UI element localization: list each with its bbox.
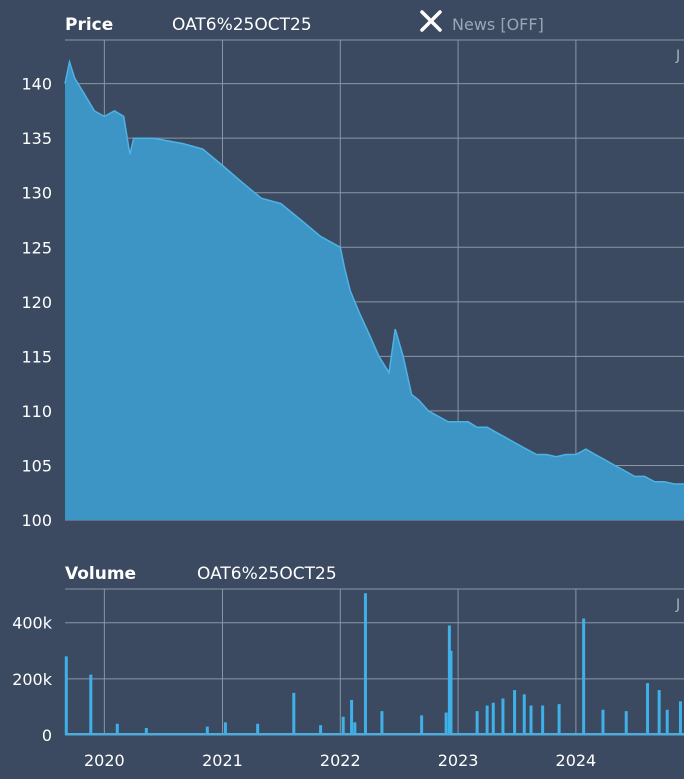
price-line — [64, 58, 684, 485]
volume-bar — [522, 694, 526, 735]
news-toggle[interactable]: News [OFF] — [452, 15, 544, 34]
price-instrument-label: OAT6%25OCT25 — [172, 15, 312, 35]
price-y-tick-label: 130 — [21, 184, 52, 203]
volume-bar — [447, 625, 451, 735]
volume-bar — [319, 725, 323, 735]
volume-bar — [601, 709, 605, 735]
volume-bar — [223, 722, 227, 735]
volume-bar — [678, 701, 682, 735]
volume-bar — [64, 656, 68, 735]
x-tick-label: 2023 — [438, 751, 479, 770]
volume-bar — [292, 692, 296, 735]
volume-bar — [89, 674, 93, 735]
volume-bar — [363, 593, 367, 735]
volume-bar — [380, 711, 384, 735]
price-area — [65, 61, 684, 521]
volume-bar — [491, 702, 495, 735]
price-y-tick-label: 115 — [21, 347, 52, 366]
volume-bar — [646, 683, 650, 735]
volume-plot — [64, 593, 684, 735]
volume-bar — [350, 699, 354, 735]
price-y-tick-label: 140 — [21, 75, 52, 94]
volume-bar — [475, 711, 479, 735]
volume-bar — [624, 711, 628, 735]
x-tick-label: 2021 — [202, 751, 243, 770]
volume-y-tick-label: 200k — [12, 670, 53, 689]
news-close-button[interactable] — [420, 10, 442, 32]
volume-bar — [582, 618, 586, 735]
x-tick-label: 2020 — [84, 751, 125, 770]
volume-y-axis: 0 200k 400k — [12, 614, 53, 745]
volume-bar — [144, 727, 148, 735]
volume-bar — [665, 709, 669, 735]
volume-instrument-label: OAT6%25OCT25 — [197, 564, 337, 584]
x-tick-label: 2024 — [556, 751, 597, 770]
volume-bar — [115, 723, 119, 735]
price-corner-label: J — [675, 48, 680, 64]
volume-bar — [485, 705, 489, 735]
volume-bar — [657, 690, 661, 735]
volume-y-tick-label: 0 — [42, 726, 52, 745]
price-y-tick-label: 125 — [21, 238, 52, 257]
price-y-tick-label: 110 — [21, 402, 52, 421]
volume-bar — [557, 704, 561, 735]
price-y-tick-label: 100 — [21, 511, 52, 530]
x-axis: 2020 2021 2022 2023 2024 — [84, 751, 596, 770]
volume-bar — [205, 726, 209, 735]
volume-bar — [449, 650, 453, 735]
volume-bar — [513, 690, 517, 735]
price-plot — [64, 58, 684, 521]
volume-bar — [256, 723, 260, 735]
volume-bar — [341, 716, 345, 735]
price-y-axis: 100 105 110 115 120 125 130 135 140 — [21, 75, 52, 530]
volume-bar — [444, 712, 448, 735]
volume-y-tick-label: 400k — [12, 614, 53, 633]
price-y-tick-label: 105 — [21, 456, 52, 475]
volume-bar — [529, 705, 533, 735]
price-y-tick-label: 135 — [21, 129, 52, 148]
volume-corner-label: J — [675, 597, 680, 613]
price-panel-title: Price — [65, 15, 113, 35]
volume-bar — [501, 698, 505, 735]
volume-bar — [353, 722, 357, 735]
volume-bar — [541, 705, 545, 735]
volume-panel-title: Volume — [65, 564, 136, 584]
price-y-tick-label: 120 — [21, 293, 52, 312]
close-icon[interactable] — [420, 10, 442, 32]
volume-bar — [420, 715, 424, 735]
x-tick-label: 2022 — [320, 751, 361, 770]
